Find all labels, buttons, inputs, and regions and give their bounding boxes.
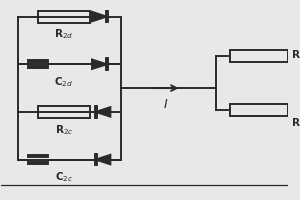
FancyBboxPatch shape <box>38 11 90 23</box>
Polygon shape <box>92 59 107 69</box>
FancyBboxPatch shape <box>230 104 288 116</box>
Polygon shape <box>92 12 107 21</box>
Text: C$_{2d}$: C$_{2d}$ <box>54 75 74 89</box>
Polygon shape <box>96 107 110 117</box>
Text: R$_{2d}$: R$_{2d}$ <box>54 28 74 41</box>
FancyBboxPatch shape <box>230 50 288 62</box>
Polygon shape <box>96 155 110 164</box>
Text: $I$: $I$ <box>163 98 169 111</box>
Text: R$_{2c}$: R$_{2c}$ <box>55 123 73 137</box>
Text: C$_{2c}$: C$_{2c}$ <box>55 171 73 184</box>
FancyBboxPatch shape <box>38 106 90 118</box>
Text: R: R <box>292 50 300 60</box>
Text: R: R <box>292 118 300 128</box>
